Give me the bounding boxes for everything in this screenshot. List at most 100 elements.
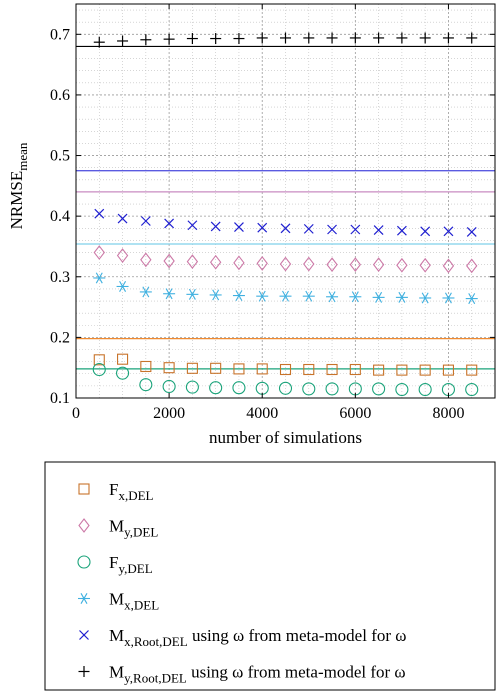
data-point-series-2 [185,380,199,394]
x-tick-label: 2000 [153,405,185,422]
data-point-series-2 [92,362,106,377]
legend-entry-3: Mx,DEL [109,590,159,613]
data-point-series-0 [396,364,408,376]
legend-marker-0 [78,483,90,495]
data-point-series-0 [117,353,129,365]
data-point-series-1 [256,256,268,271]
plot-background [76,4,495,398]
legend-entry-2: Fy,DEL [109,553,153,576]
data-point-series-4 [443,226,454,237]
data-point-series-4 [117,213,128,224]
data-point-series-1 [186,254,199,270]
data-point-series-2 [209,381,223,395]
data-point-series-3 [395,291,408,303]
data-point-series-5 [396,32,408,44]
data-point-series-0 [303,363,315,376]
data-point-series-2 [465,382,479,397]
data-point-series-4 [396,225,407,236]
data-point-series-0 [326,363,338,376]
data-point-series-0 [256,363,268,375]
data-point-series-4 [257,222,268,233]
data-point-series-3 [93,272,106,284]
data-point-series-3 [116,280,129,292]
legend-box [44,461,496,691]
data-point-series-3 [209,289,222,301]
data-point-series-1 [466,258,478,274]
data-point-series-5 [140,34,152,46]
data-point-series-4 [350,224,361,235]
data-point-series-2 [302,382,316,396]
data-point-series-0 [349,363,361,376]
data-point-series-1 [116,248,129,263]
data-point-series-1 [279,256,292,272]
data-point-series-0 [210,362,222,374]
data-point-series-1 [233,255,245,271]
data-point-series-5 [280,32,291,44]
legend-marker-4 [79,630,89,640]
data-point-series-4 [94,208,105,219]
data-point-series-0 [163,362,175,374]
data-point-series-1 [372,257,385,273]
data-point-series-3 [232,290,245,302]
axes: 0 2000 4000 6000 8000 0.1 0.2 0.3 0.4 0.5 0.6 0.7 nu… [7,3,496,447]
data-point-series-1 [326,257,338,273]
data-point-series-3 [442,292,455,304]
legend-marker-1 [78,518,90,533]
data-point-series-4 [234,222,244,232]
data-point-series-4 [280,223,291,234]
data-point-series-5 [442,32,454,44]
data-point-series-5 [210,33,222,45]
data-point-series-2 [325,382,339,396]
x-tick-label: 4000 [246,405,278,422]
data-point-series-1 [303,256,315,272]
y-tick-label: 0.5 [50,148,70,165]
data-point-series-4 [373,225,384,236]
data-point-series-3 [349,291,362,303]
data-point-series-4 [303,223,314,234]
data-point-series-5 [466,32,478,44]
y-tick-label: 0.6 [50,87,70,104]
data-point-series-3 [256,290,269,302]
y-tick-label: 0.7 [50,26,70,43]
x-axis-label: number of simulations [209,428,362,447]
data-point-series-1 [396,257,408,273]
data-point-series-3 [279,290,292,302]
data-point-series-4 [140,216,151,226]
data-point-series-0 [140,360,152,373]
data-point-series-5 [326,32,338,44]
data-point-series-3 [139,286,152,298]
y-tick-label: 0.3 [50,269,70,286]
data-point-series-2 [418,382,432,397]
data-point-series-3 [419,292,432,304]
plot-area [76,4,495,398]
data-point-series-5 [349,32,361,44]
data-point-series-2 [278,381,293,395]
data-point-series-3 [186,288,199,300]
x-tick-label: 8000 [432,405,464,422]
data-point-series-5 [419,32,431,44]
data-point-series-1 [163,253,175,269]
data-point-series-0 [442,364,454,376]
data-point-series-4 [210,221,221,232]
data-point-series-2 [395,382,409,397]
data-point-series-3 [465,293,478,305]
data-point-series-5 [303,32,315,44]
y-tick-label: 0.4 [50,208,70,225]
data-point-series-5 [186,33,198,45]
legend-entry-5: My,Root,DEL using ω from meta-model for … [109,663,406,686]
data-point-series-0 [93,354,105,366]
data-point-series-1 [93,245,105,260]
data-point-series-2 [372,382,386,396]
data-point-series-0 [233,363,245,375]
data-point-series-2 [139,378,153,392]
legend-entry-4: Mx,Root,DEL using ω from meta-model for … [109,626,406,649]
data-point-series-4 [164,218,175,229]
data-point-series-4 [420,226,431,237]
data-point-series-1 [419,257,431,273]
data-point-series-4 [187,220,198,231]
data-point-series-2 [116,366,130,380]
data-point-series-5 [117,35,129,47]
data-point-series-3 [302,290,315,302]
data-point-series-5 [163,33,175,45]
